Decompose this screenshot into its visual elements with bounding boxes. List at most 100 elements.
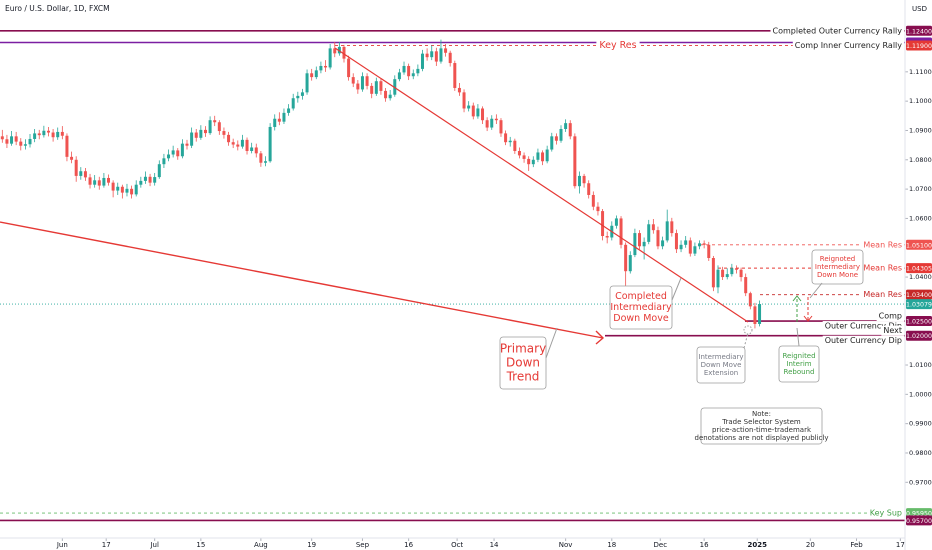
candle-body: [531, 159, 535, 165]
candle-body: [194, 132, 198, 138]
level-note: Key Sup: [870, 509, 902, 518]
candle-body: [536, 152, 540, 160]
candle-body: [250, 147, 254, 151]
level-note: Mean Res: [863, 290, 902, 299]
candle-body: [236, 144, 240, 147]
annotation-text: Down: [506, 356, 540, 370]
candle-body: [130, 188, 134, 195]
candle-body: [624, 244, 628, 272]
candle-body: [111, 182, 115, 191]
candle-body: [462, 92, 466, 109]
candle-body: [633, 233, 637, 256]
candle-body: [721, 269, 725, 278]
candle-body: [601, 211, 605, 237]
candle-body: [93, 180, 97, 185]
level-note: Outer Currency Dip: [825, 322, 902, 331]
candle-body: [744, 277, 748, 294]
level-note: Mean Res: [863, 264, 902, 273]
candle-body: [448, 52, 452, 64]
candle-body: [384, 90, 388, 99]
candle-body: [370, 85, 374, 94]
price-badge-label: 0.95950: [906, 511, 932, 518]
x-tick-label: 16: [700, 541, 709, 549]
candle-body: [185, 143, 189, 146]
candle-body: [259, 153, 263, 163]
price-badge: [906, 289, 932, 300]
candle-body: [107, 177, 111, 183]
annotation-text: Down Move: [701, 361, 742, 369]
candle-body: [176, 150, 180, 157]
candle-body: [693, 246, 697, 254]
level-note-bg: [861, 263, 904, 274]
candle-body: [711, 258, 715, 288]
level-note-bg: [867, 508, 904, 519]
candle-body: [379, 81, 383, 91]
rebound-arrowhead: [792, 295, 802, 302]
down-arrowhead: [803, 315, 813, 322]
y-tick-label: 1.07000: [909, 185, 932, 193]
candle-body: [19, 141, 23, 146]
candle-body: [240, 139, 244, 147]
level-note-bg: [861, 289, 904, 300]
connector: [545, 327, 558, 359]
candle-body: [707, 244, 711, 259]
annotation-box: [811, 249, 864, 285]
candle-body: [517, 150, 521, 156]
level-note: Mean Res: [863, 240, 902, 249]
candle-body: [365, 76, 369, 86]
candle-body: [231, 142, 235, 145]
x-tick-label: 18: [607, 541, 616, 549]
candle-body: [591, 194, 595, 207]
annotation-text: Reignited: [782, 352, 815, 360]
connector: [809, 282, 823, 299]
candle-body: [56, 131, 60, 138]
price-badge-label: 1.12400: [906, 28, 932, 35]
currency-label: USD: [912, 5, 927, 13]
price-badge-label: 1.03400: [906, 292, 932, 299]
candle-body: [674, 233, 678, 250]
x-tick-label: 17: [896, 541, 905, 549]
annotation-text: Trend: [506, 369, 540, 383]
candle-body: [485, 120, 489, 128]
chart-title: Euro / U.S. Dollar, 1D, FXCM: [5, 4, 110, 13]
candle-body: [725, 274, 729, 278]
candle-body: [167, 154, 171, 159]
annotation-text: price-action-time-trademark: [712, 426, 812, 434]
level-note-bg: [861, 239, 904, 250]
candle-body: [430, 51, 434, 58]
candle-body: [513, 140, 517, 151]
candle-body: [444, 48, 448, 53]
candle-body: [360, 76, 364, 90]
candle-body: [490, 118, 494, 128]
candle-body: [388, 94, 392, 99]
candle-body: [559, 129, 563, 141]
annotation-text: Completed: [615, 291, 667, 302]
annotation-text: Extension: [704, 369, 738, 377]
candle-body: [642, 241, 646, 247]
x-tick-label: 14: [490, 541, 499, 549]
candle-body: [467, 105, 471, 109]
candle-body: [314, 70, 318, 78]
annotation-box: [700, 407, 823, 445]
x-tick-label: Aug: [254, 541, 268, 549]
candle-body: [582, 175, 586, 184]
annotation-box: [696, 346, 746, 384]
candle-body: [407, 65, 411, 77]
trendline-arrowhead: [595, 330, 605, 345]
price-badge: [906, 316, 932, 327]
candle-body: [661, 240, 665, 247]
candle-body: [564, 123, 568, 130]
candle-body: [457, 87, 461, 93]
candle-body: [203, 129, 207, 134]
candle-body: [476, 108, 480, 117]
candle-body: [494, 118, 498, 121]
price-badge-label: 1.02500: [906, 319, 932, 326]
candle-body: [573, 136, 577, 187]
annotation-text: Intermediary: [815, 263, 860, 271]
candle-body: [541, 152, 545, 162]
annotation-box: [499, 336, 547, 390]
candle-body: [351, 77, 355, 84]
